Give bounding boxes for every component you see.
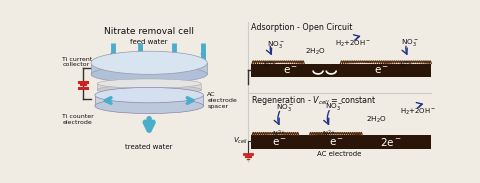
Text: Adsorption - Open Circuit: Adsorption - Open Circuit	[252, 23, 353, 33]
Text: e$^-$: e$^-$	[272, 137, 287, 147]
Text: 2H$_2$O: 2H$_2$O	[305, 47, 326, 57]
Ellipse shape	[91, 66, 207, 83]
Text: Ti current
collector: Ti current collector	[62, 57, 93, 67]
Text: e$^-$: e$^-$	[329, 137, 344, 147]
Text: NO$_3^-$: NO$_3^-$	[324, 101, 343, 112]
Ellipse shape	[95, 98, 204, 114]
Text: treated water: treated water	[125, 144, 173, 150]
Text: AC electrode: AC electrode	[317, 151, 361, 157]
Polygon shape	[91, 63, 207, 74]
Text: N$^{2+}$: N$^{2+}$	[272, 129, 287, 140]
Text: AC
electrode: AC electrode	[207, 92, 237, 103]
Text: Nitrate removal cell: Nitrate removal cell	[104, 27, 194, 36]
Text: 2e$^-$: 2e$^-$	[380, 136, 402, 148]
Text: N$^{2+}$: N$^{2+}$	[322, 129, 336, 140]
Text: e$^-$: e$^-$	[283, 65, 299, 76]
Text: Regeneration - $V_{cell}$ = constant: Regeneration - $V_{cell}$ = constant	[252, 94, 377, 107]
Text: e$^-$: e$^-$	[374, 65, 389, 76]
Ellipse shape	[95, 87, 204, 103]
Text: N$^{2+}$: N$^{2+}$	[399, 60, 414, 71]
Text: H$_2$+2OH$^-$: H$_2$+2OH$^-$	[335, 39, 371, 49]
Text: spacer: spacer	[207, 104, 228, 109]
FancyBboxPatch shape	[252, 64, 431, 77]
Text: Ti counter
electrode: Ti counter electrode	[62, 114, 94, 125]
Text: NO$_3^-$: NO$_3^-$	[266, 39, 284, 50]
Text: H$_2$+2OH$^-$: H$_2$+2OH$^-$	[400, 107, 436, 117]
Polygon shape	[97, 84, 201, 90]
Ellipse shape	[97, 85, 201, 94]
Text: $V_{cell}$: $V_{cell}$	[233, 136, 248, 146]
Text: N$^{2+}$: N$^{2+}$	[263, 60, 277, 71]
Text: NO$_3^-$: NO$_3^-$	[401, 37, 419, 48]
FancyBboxPatch shape	[252, 135, 431, 149]
Polygon shape	[95, 95, 204, 106]
Ellipse shape	[97, 79, 201, 88]
Text: feed water: feed water	[131, 39, 168, 45]
Text: 2H$_2$O: 2H$_2$O	[366, 114, 386, 125]
Ellipse shape	[91, 51, 207, 74]
Text: NO$_3^-$: NO$_3^-$	[276, 102, 294, 113]
